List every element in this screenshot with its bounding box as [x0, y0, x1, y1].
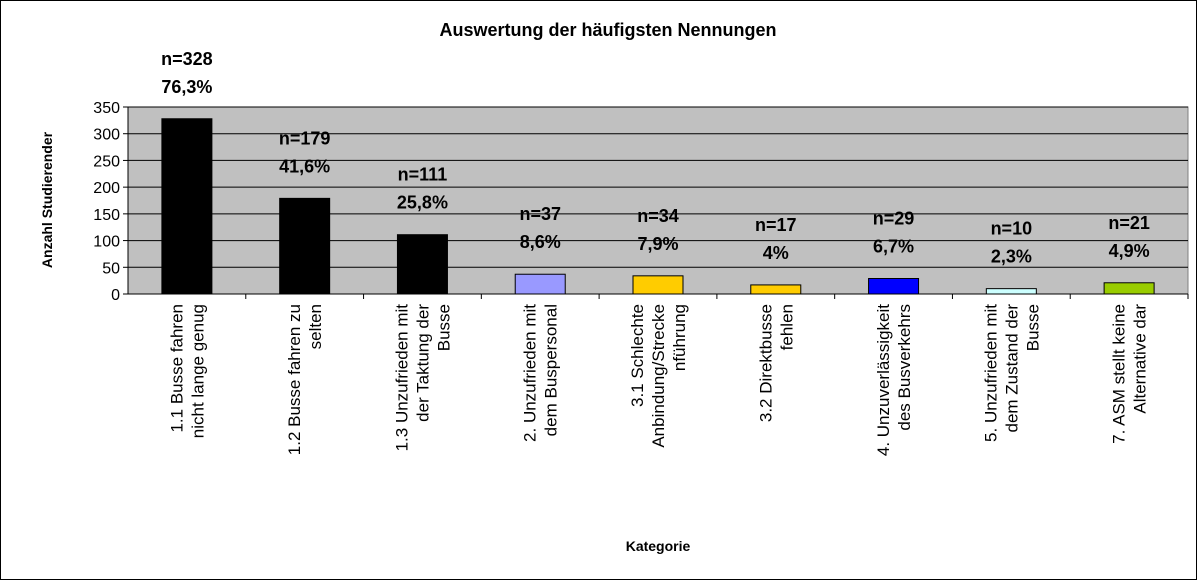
x-tick-label: 3.1 Schlechte Anbindung/Strecke nführung	[628, 304, 689, 448]
y-tick-label: 150	[93, 207, 120, 224]
bar	[868, 278, 920, 295]
bar	[396, 234, 448, 295]
x-tick-label: 7. ASM stellt keine Alternative dar	[1110, 304, 1150, 444]
data-label: n=37	[519, 204, 561, 224]
y-axis-label: Anzahl Studierender	[39, 131, 55, 268]
data-label: n=179	[279, 128, 331, 148]
percent-label: 4,9%	[1109, 241, 1150, 261]
bar	[632, 275, 684, 295]
bar	[985, 288, 1037, 295]
percent-label: 6,7%	[873, 237, 914, 257]
data-label: n=328	[161, 49, 213, 69]
x-tick-label: 1.3 Unzufrieden mit der Taktung der Busse	[392, 304, 453, 452]
x-tick-label: 1.2 Busse fahren zu selten	[285, 304, 325, 455]
y-tick-label: 300	[93, 127, 120, 144]
data-label: n=34	[637, 206, 679, 226]
chart-title: Auswertung der häufigsten Nennungen	[439, 20, 776, 40]
y-tick-label: 0	[111, 287, 120, 304]
data-label: n=17	[755, 215, 797, 235]
x-tick-label: 5. Unzufrieden mit dem Zustand der Busse	[981, 304, 1042, 442]
x-tick-label: 1.1 Busse fahren nicht lange genug	[167, 304, 207, 438]
x-tick-label: 2. Unzufrieden mit dem Buspersonal	[521, 304, 561, 442]
percent-label: 2,3%	[991, 247, 1032, 267]
percent-label: 8,6%	[520, 232, 561, 252]
bar	[161, 118, 213, 295]
percent-label: 7,9%	[637, 234, 678, 254]
percent-label: 41,6%	[279, 156, 330, 176]
data-label: n=21	[1108, 213, 1150, 233]
bar	[279, 197, 331, 295]
y-tick-label: 50	[102, 260, 120, 277]
percent-label: 4%	[763, 243, 789, 263]
bar	[1103, 282, 1155, 295]
data-label: n=10	[991, 219, 1033, 239]
bar	[750, 284, 802, 295]
percent-label: 76,3%	[161, 77, 212, 97]
x-axis-label: Kategorie	[626, 538, 691, 554]
data-label: n=29	[873, 209, 915, 229]
bar	[514, 273, 566, 295]
y-tick-label: 200	[93, 180, 120, 197]
x-tick-label: 4. Unzuverlässigkeit des Busverkehrs	[874, 304, 914, 456]
x-tick-label: 3.2 Direktbusse fehlen	[756, 304, 796, 422]
y-tick-label: 250	[93, 153, 120, 170]
percent-label: 25,8%	[397, 193, 448, 213]
y-tick-label: 350	[93, 100, 120, 117]
data-label: n=111	[398, 165, 448, 185]
y-tick-label: 100	[93, 234, 120, 251]
